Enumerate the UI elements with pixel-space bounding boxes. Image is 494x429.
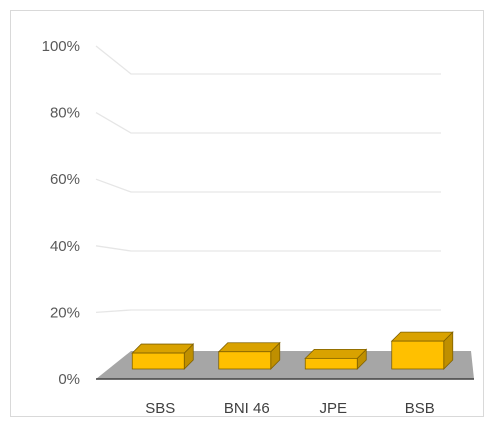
y-axis-labels: 0% 20% 40% 60% 80% 100% [42,38,80,388]
bar [304,348,368,370]
bar [131,343,195,370]
y-tick-label: 40% [50,238,80,255]
y-tick-label: 80% [50,105,80,122]
gridline [95,245,441,252]
gridline [95,309,441,314]
y-tick-label: 60% [50,171,80,188]
bar-front [391,340,445,370]
x-tick-label: BSB [405,400,435,417]
bar-front [218,351,272,370]
gridlines [95,45,441,314]
x-axis-labels: SBS BNI 46 JPE BSB [145,400,435,417]
gridline [95,178,441,193]
y-tick-label: 20% [50,304,80,321]
bar-top [390,331,454,342]
bar-top [131,343,195,354]
x-tick-label: JPE [319,400,347,417]
bar [217,341,281,370]
y-tick-label: 0% [58,371,80,388]
y-tick-label: 100% [42,38,80,55]
bar-top [304,348,368,359]
bars [131,331,454,370]
bar [390,331,454,370]
gridline [95,112,441,134]
x-tick-label: SBS [145,400,175,417]
x-tick-label: BNI 46 [224,400,270,417]
bar-front [131,352,185,370]
gridline [95,45,441,75]
bar-front [304,357,358,370]
bar-top [217,342,281,353]
